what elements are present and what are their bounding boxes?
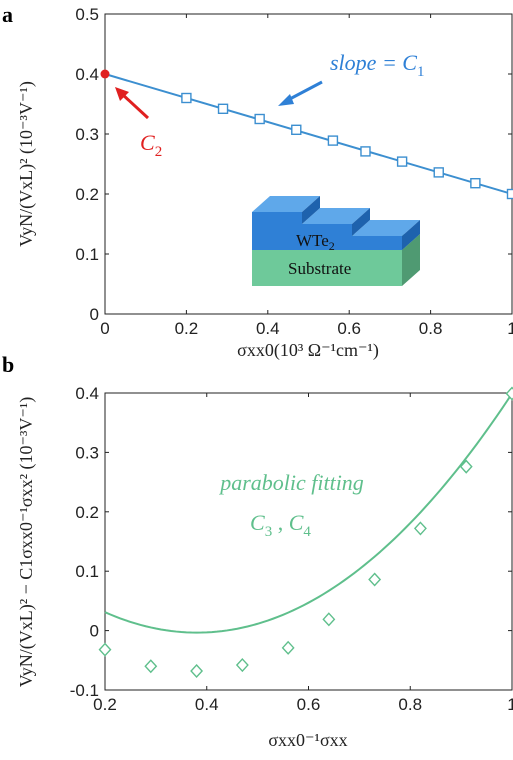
panel-a-data-point — [433, 167, 444, 178]
panel-a-xlabel: σxx0(10³ Ω⁻¹cm⁻¹) — [237, 340, 379, 361]
panel-label-b: b — [2, 352, 14, 377]
panel-a-data-point — [181, 92, 192, 104]
panel-a-data-point — [506, 188, 513, 200]
panel-a-xtick-label: 0 — [100, 319, 109, 338]
intercept-annotation: C2 — [140, 130, 162, 160]
panel-b-ytick-label: 0 — [90, 622, 99, 641]
coefficient-annotation: C3 , C4 — [250, 510, 311, 540]
panel-a-ytick-label: 0.3 — [75, 125, 99, 144]
panel-a-annotations: slope = C1 C2 — [115, 50, 424, 160]
panel-a-ytick-label: 0.5 — [75, 5, 99, 24]
panel-b-ytick-label: 0.4 — [75, 384, 99, 403]
panel-a-fit-line — [104, 73, 513, 195]
fit-annotation: parabolic fitting — [218, 470, 364, 495]
panel-b-data-point — [413, 521, 427, 536]
panel-b-data-point — [98, 642, 112, 657]
panel-a-intercept-point — [100, 69, 110, 79]
panel-b-data-point — [505, 386, 513, 401]
panel-b-xtick-label: 0.6 — [297, 695, 321, 714]
slope-arrowhead — [278, 94, 294, 106]
panel-b-fit-curve — [104, 393, 513, 634]
wte2-step2-top — [302, 208, 370, 224]
panel-a-axes: 0 0.2 0.4 0.6 0.8 1 0 0.1 0.2 0.3 0.4 0.5 — [75, 5, 513, 338]
substrate-front-face — [252, 250, 402, 286]
wte2-step1-side — [302, 196, 320, 224]
wte2-step2-side — [352, 208, 370, 236]
panel-a-ylabel: VyN/(VxL)² (10⁻³V⁻¹) — [16, 81, 37, 247]
panel-a-ytick-label: 0 — [90, 305, 99, 324]
panel-a-data-point — [327, 135, 339, 146]
panel-b-xtick-label: 0.8 — [398, 695, 422, 714]
panel-b-xtick-label: 0.2 — [93, 695, 117, 714]
panel-a-plot — [100, 69, 513, 200]
panel-b-plot — [98, 386, 513, 679]
panel-b-ytick-label: -0.1 — [70, 681, 99, 700]
panel-b-data-point — [281, 640, 295, 655]
panel-a-data-point — [254, 113, 265, 125]
wte2-label: WTe2 — [296, 231, 335, 253]
wte2-step3-side — [402, 220, 420, 250]
panel-a-ytick-label: 0.2 — [75, 185, 99, 204]
wte2-step3-front — [352, 236, 402, 250]
panel-b-xlabel: σxx0⁻¹σxx — [268, 730, 347, 750]
panel-a-xtick-label: 0.8 — [419, 319, 443, 338]
wte2-step2-front — [302, 224, 352, 250]
intercept-arrowhead — [115, 87, 129, 101]
slope-annotation: slope = C1 — [330, 50, 424, 80]
panel-a-xtick-label: 1 — [507, 319, 513, 338]
panel-b-data-point — [459, 459, 473, 474]
panel-b-axes: 0.2 0.4 0.6 0.8 1 -0.1 0 0.1 0.2 0.3 0.4 — [70, 384, 513, 714]
panel-b-data-point — [322, 612, 336, 627]
panel-b-data-point — [368, 572, 382, 587]
panel-b-xtick-label: 1 — [507, 695, 513, 714]
panel-b-xtick-label: 0.4 — [195, 695, 219, 714]
panel-a-data-point — [291, 124, 302, 136]
panel-b-data-point — [190, 663, 204, 679]
panel-a-frame — [104, 13, 513, 315]
panel-a-data-point — [396, 156, 408, 167]
panel-a-ytick-label: 0.4 — [75, 65, 99, 84]
panel-a-data-point — [360, 146, 371, 157]
wte2-step3-top — [352, 220, 420, 236]
panel-a-xtick-label: 0.2 — [175, 319, 199, 338]
panel-b-data-point — [144, 659, 158, 674]
panel-label-a: a — [2, 2, 13, 27]
panel-a-data-point — [470, 177, 481, 189]
panel-b-ytick-label: 0.1 — [75, 562, 99, 581]
panel-a-xtick-label: 0.6 — [337, 319, 361, 338]
substrate-side-face — [402, 234, 420, 286]
panel-b-frame — [104, 392, 513, 691]
wte2-step1-front — [252, 212, 302, 250]
panel-a-ytick-label: 0.1 — [75, 245, 99, 264]
panel-b-ylabel: VyN/(VxL)² − C1σxx0⁻¹σxx² (10⁻³V⁻¹) — [16, 397, 37, 688]
material-stack-illustration: WTe2 Substrate — [252, 196, 420, 286]
wte2-step1-top — [252, 196, 320, 212]
panel-b-data-point — [235, 658, 249, 673]
panel-a-xtick-label: 0.4 — [256, 319, 280, 338]
panel-b-ytick-label: 0.2 — [75, 503, 99, 522]
panel-b-ytick-label: 0.3 — [75, 443, 99, 462]
panel-a-data-point — [217, 103, 229, 115]
intercept-arrow — [120, 92, 150, 120]
slope-arrow — [285, 80, 323, 103]
substrate-label: Substrate — [288, 259, 351, 278]
